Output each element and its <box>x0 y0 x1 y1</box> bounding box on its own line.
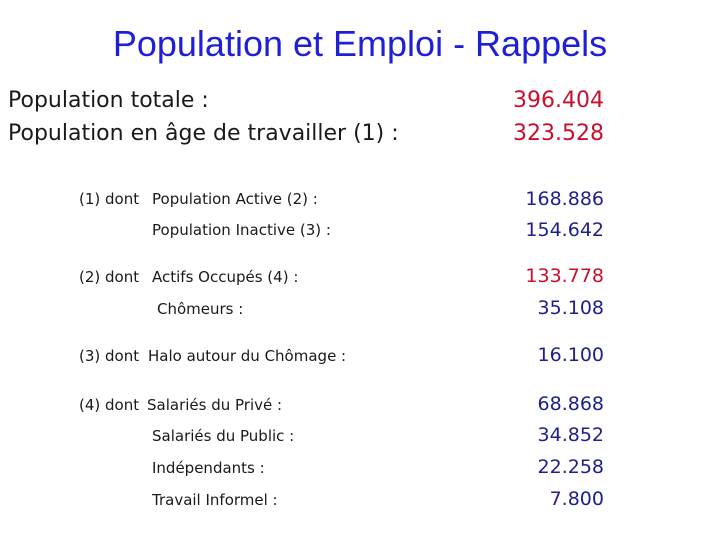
value-population-active: 168.886 <box>525 188 604 210</box>
value-salaries-prive: 68.868 <box>537 393 604 415</box>
value-salaries-public: 34.852 <box>537 424 604 446</box>
label-salaries-prive: Salariés du Privé : <box>147 396 283 414</box>
label-travail-informel: Travail Informel : <box>152 491 278 509</box>
label-chomeurs: Chômeurs : <box>157 300 244 318</box>
label-halo-chomage: Halo autour du Chômage : <box>148 347 347 365</box>
value-travail-informel: 7.800 <box>549 488 604 510</box>
label-salaries-public: Salariés du Public : <box>152 427 295 445</box>
slide-title: Population et Emploi - Rappels <box>112 23 608 64</box>
group3-prefix: (3) dont <box>79 347 140 365</box>
value-population-totale: 396.404 <box>513 88 604 113</box>
label-population-inactive: Population Inactive (3) : <box>152 221 331 239</box>
group4-prefix: (4) dont <box>79 396 140 414</box>
group2-prefix: (2) dont <box>79 268 140 286</box>
value-population-inactive: 154.642 <box>525 219 604 241</box>
value-independants: 22.258 <box>537 456 604 478</box>
label-population-active: Population Active (2) : <box>152 190 318 208</box>
value-chomeurs: 35.108 <box>537 297 604 319</box>
value-actifs-occupes: 133.778 <box>525 265 604 287</box>
group1-prefix: (1) dont <box>79 190 140 208</box>
label-population-age-travailler: Population en âge de travailler (1) : <box>8 121 399 146</box>
label-actifs-occupes: Actifs Occupés (4) : <box>152 268 299 286</box>
label-population-totale: Population totale : <box>8 88 209 113</box>
label-independants: Indépendants : <box>152 459 265 477</box>
value-halo-chomage: 16.100 <box>537 344 604 366</box>
value-population-age-travailler: 323.528 <box>513 121 604 146</box>
